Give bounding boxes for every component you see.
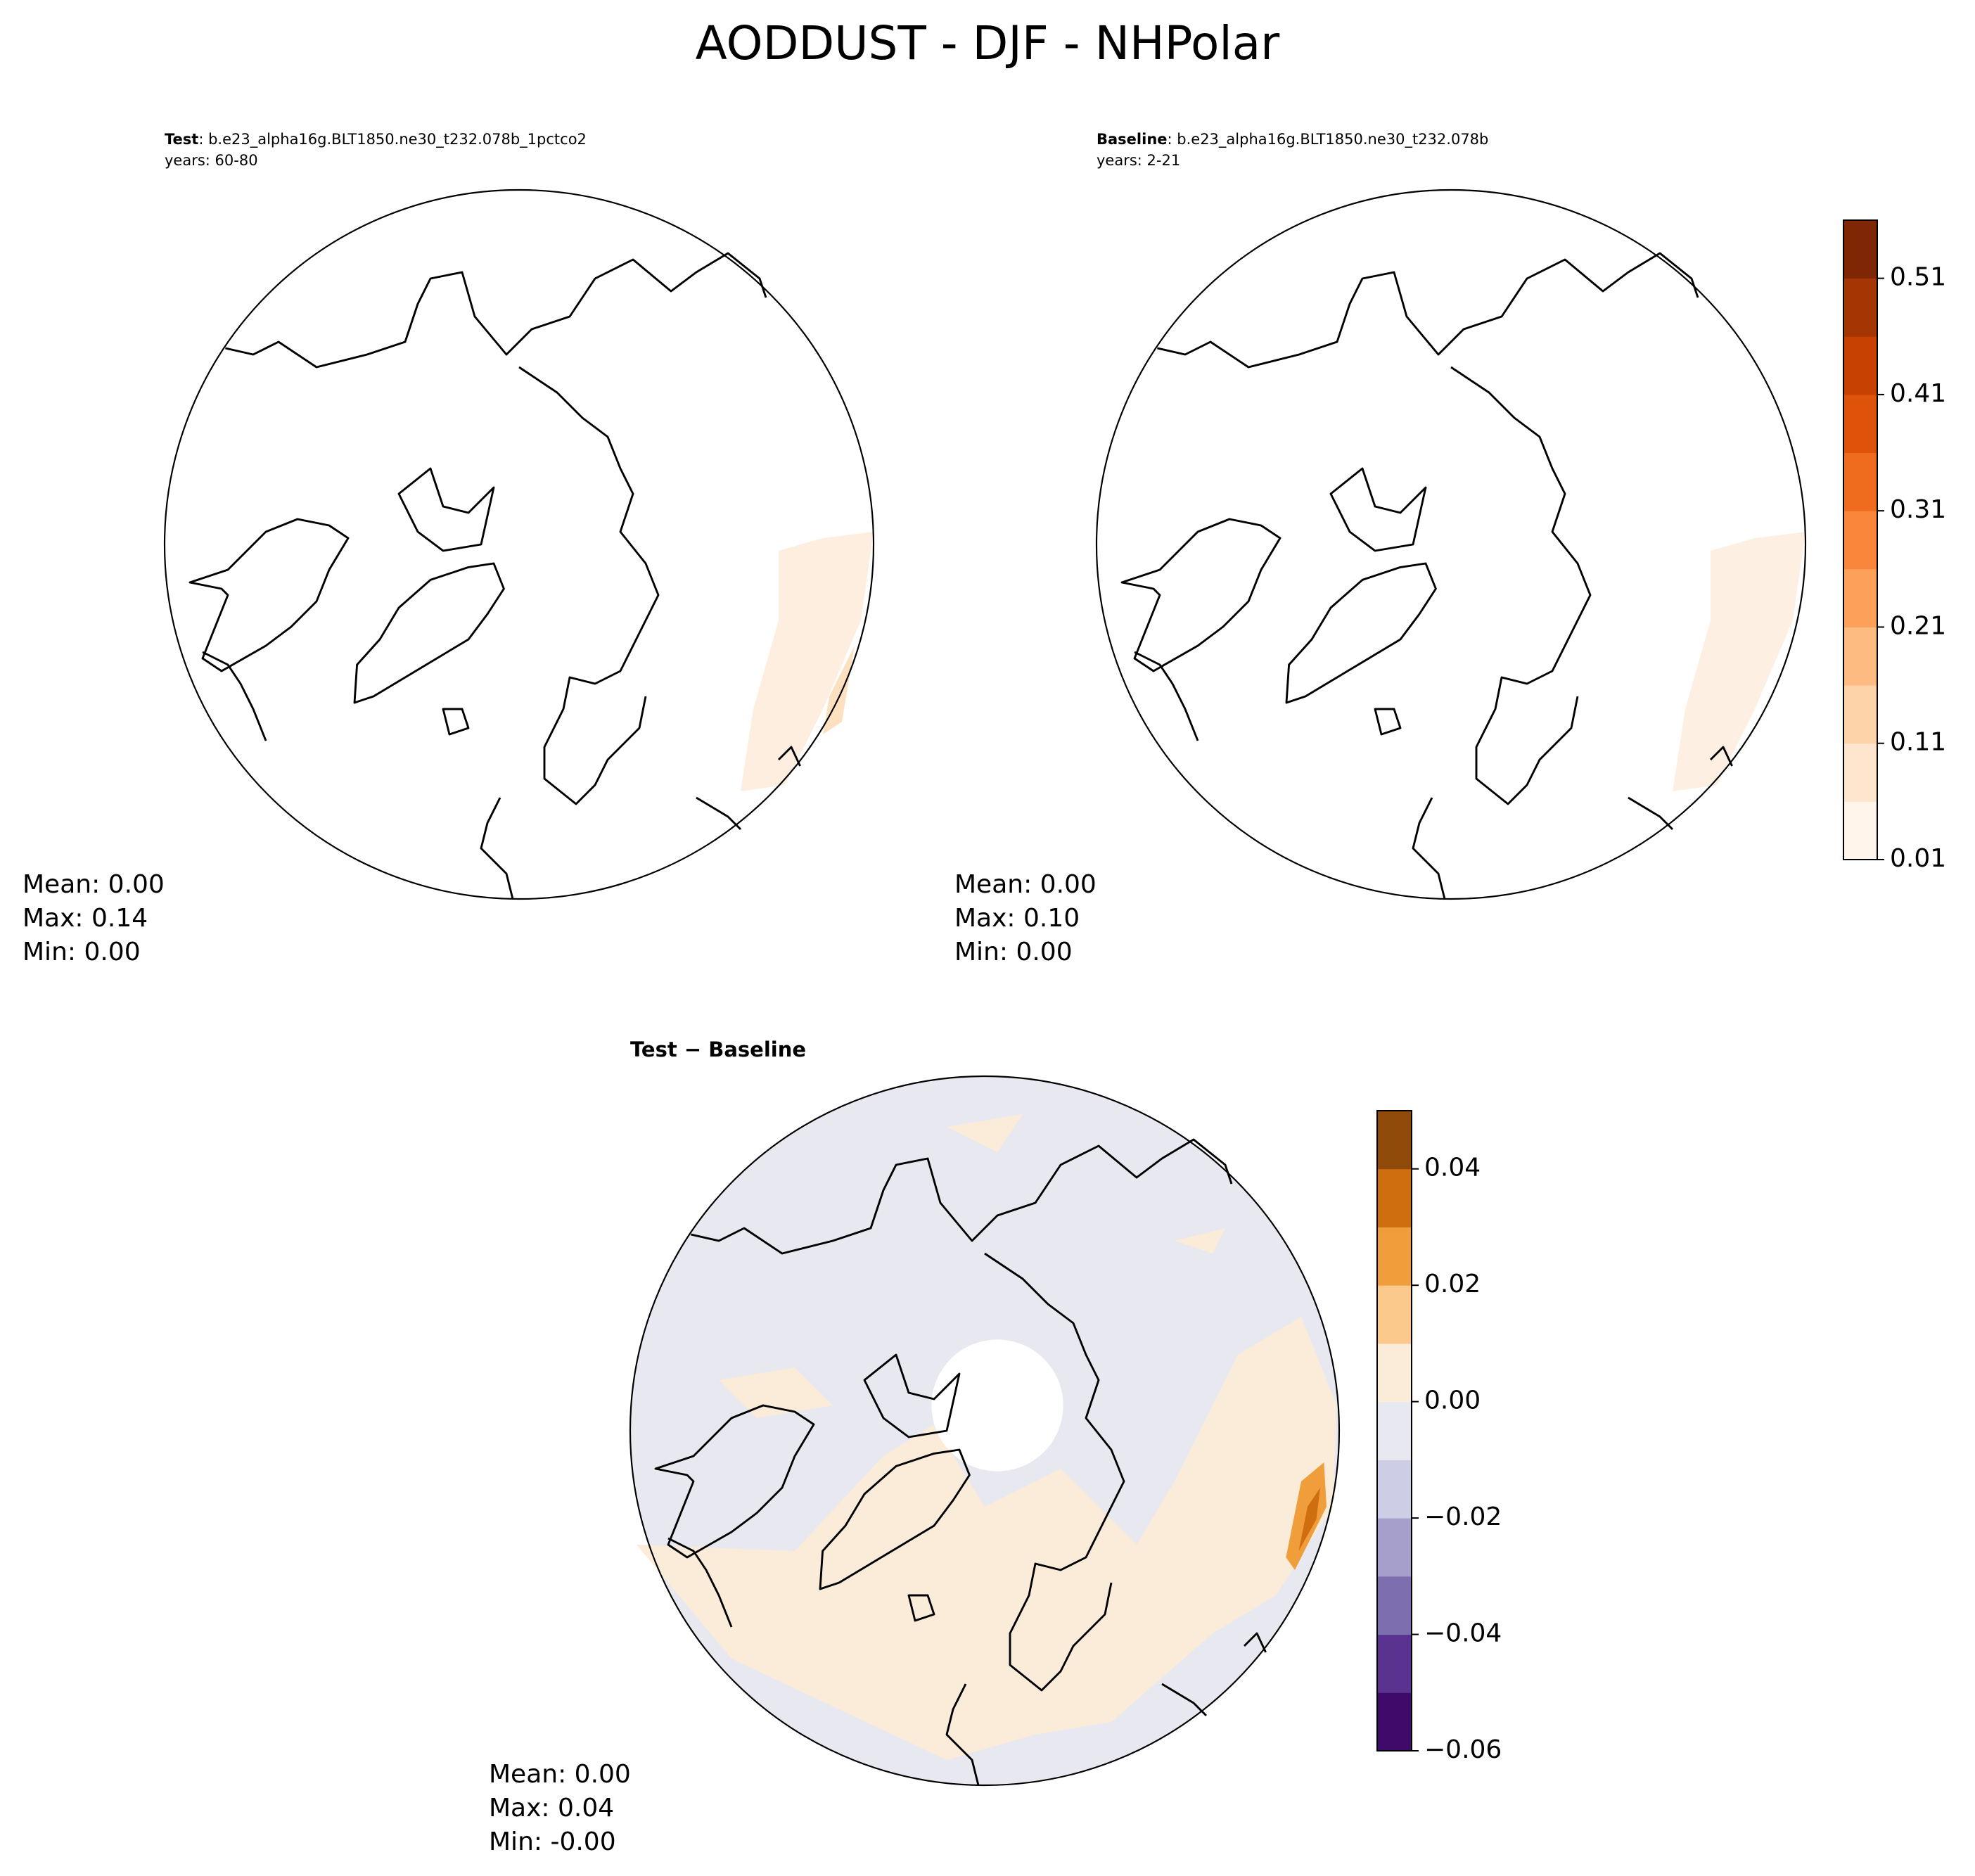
colorbar-tick-label: 0.11 xyxy=(1890,728,1946,757)
colorbar-band xyxy=(1843,568,1877,627)
map xyxy=(629,1075,1341,1787)
field-region xyxy=(637,1317,1337,1760)
map xyxy=(1095,189,1807,900)
colorbar-tick-label: 0.00 xyxy=(1424,1386,1481,1415)
panel-label: Test − Baseline xyxy=(630,1038,806,1061)
map-boundary xyxy=(629,1075,1341,1787)
colorbar-frame xyxy=(1376,1110,1412,1751)
colorbar-tick-label: −0.04 xyxy=(1424,1619,1502,1648)
colorbar-band xyxy=(1377,1576,1412,1635)
years: years: 60-80 xyxy=(165,152,258,169)
colorbar-band xyxy=(1843,627,1877,686)
coastline xyxy=(188,252,802,900)
panel-header: Test: b.e23_alpha16g.BLT1850.ne30_t232.0… xyxy=(165,131,587,148)
colorbar-tick-label: −0.02 xyxy=(1424,1502,1502,1531)
colorbar-tick-label: 0.51 xyxy=(1890,263,1946,292)
colorbar-band xyxy=(1843,511,1877,570)
colorbar-band xyxy=(1377,1460,1412,1519)
colorbar-tick-label: −0.06 xyxy=(1424,1735,1502,1764)
colorbar-band xyxy=(1377,1518,1412,1577)
case-name: : b.e23_alpha16g.BLT1850.ne30_t232.078b xyxy=(1168,131,1489,148)
case-name: : b.e23_alpha16g.BLT1850.ne30_t232.078b_… xyxy=(198,131,587,148)
field-region xyxy=(1673,532,1805,791)
colorbar-band xyxy=(1377,1634,1412,1693)
panel-label: Baseline xyxy=(1097,131,1168,148)
colorbar-band xyxy=(1377,1285,1412,1344)
stat-line: Min: 0.00 xyxy=(23,938,141,966)
map xyxy=(163,189,875,900)
colorbar-band xyxy=(1843,394,1877,454)
field-region xyxy=(1298,1488,1320,1551)
stat-line: Max: 0.14 xyxy=(23,904,148,933)
colorbar-band xyxy=(1377,1692,1412,1751)
colorbar-band xyxy=(1843,336,1877,395)
colorbar-tick-label: 0.41 xyxy=(1890,379,1946,408)
figure-title: AODDUST - DJF - NHPolar xyxy=(696,16,1281,70)
stat-line: Min: -0.00 xyxy=(489,1827,616,1856)
colorbar-tick-label: 0.02 xyxy=(1424,1270,1481,1298)
years: years: 2-21 xyxy=(1097,152,1180,169)
colorbar-band xyxy=(1377,1227,1412,1286)
field-region xyxy=(719,1114,1225,1418)
stat-line: Mean: 0.00 xyxy=(489,1760,631,1789)
colorbar-band xyxy=(1843,452,1877,511)
colorbar-frame xyxy=(1843,219,1878,860)
colorbar-band xyxy=(1843,743,1877,802)
stat-line: Mean: 0.00 xyxy=(954,870,1097,899)
colorbar-band xyxy=(1843,685,1877,744)
colorbar-tick-label: 0.31 xyxy=(1890,495,1946,524)
stat-line: Max: 0.10 xyxy=(954,904,1080,933)
stat-line: Min: 0.00 xyxy=(954,938,1073,966)
stat-line: Mean: 0.00 xyxy=(23,870,165,899)
field-region xyxy=(741,532,874,791)
colorbar-band xyxy=(1377,1401,1412,1460)
colorbar-tick-label: 0.21 xyxy=(1890,611,1946,640)
colorbar-band xyxy=(1843,220,1877,279)
panel-header: Baseline: b.e23_alpha16g.BLT1850.ne30_t2… xyxy=(1097,131,1488,148)
colorbar-band xyxy=(1377,1111,1412,1170)
colorbar-band xyxy=(1377,1168,1412,1227)
map-boundary xyxy=(163,189,875,900)
colorbar-band xyxy=(1843,801,1877,860)
stat-line: Max: 0.04 xyxy=(489,1794,614,1823)
panel-label: Test xyxy=(165,131,198,148)
colorbar-tick-label: 0.01 xyxy=(1890,844,1946,873)
coastline xyxy=(1120,252,1734,900)
colorbar-tick-label: 0.04 xyxy=(1424,1154,1481,1182)
colorbar-band xyxy=(1377,1343,1412,1403)
polar-hole xyxy=(931,1339,1063,1472)
colorbar-band xyxy=(1843,278,1877,337)
map-boundary xyxy=(1095,189,1807,900)
